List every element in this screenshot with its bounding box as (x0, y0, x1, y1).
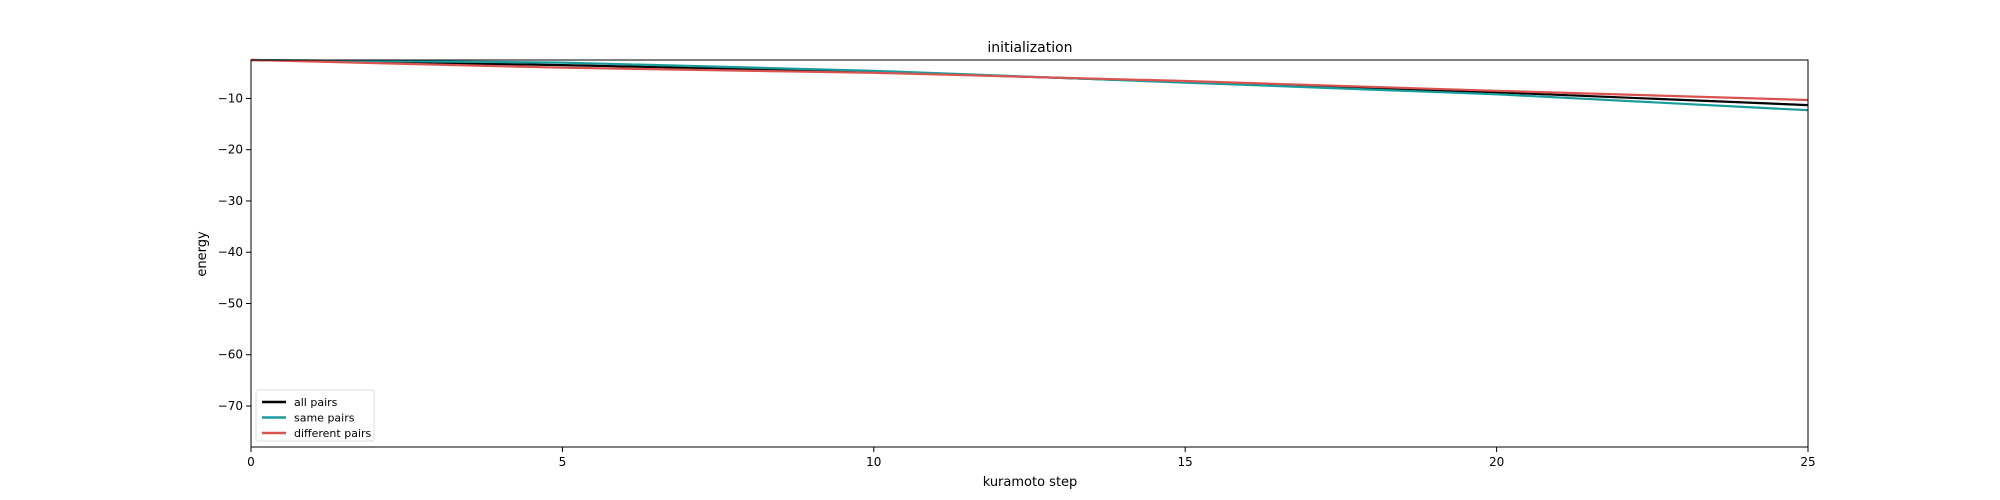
x-tick-label: 15 (1178, 455, 1193, 469)
y-tick-label: −60 (218, 348, 243, 362)
legend-label: same pairs (294, 412, 355, 425)
x-tick-label: 20 (1489, 455, 1504, 469)
x-tick-label: 25 (1800, 455, 1815, 469)
y-axis-label: energy (195, 231, 210, 277)
x-tick-label: 10 (866, 455, 881, 469)
x-tick-label: 5 (559, 455, 567, 469)
legend-label: different pairs (294, 427, 372, 440)
x-axis-label: kuramoto step (983, 475, 1078, 490)
series-line-different-pairs (250, 58, 1809, 102)
x-axis-ticks: 0 5 10 15 20 25 (247, 447, 1816, 469)
y-tick-label: −70 (218, 399, 243, 413)
plot-frame (250, 59, 1809, 448)
y-tick-label: −20 (218, 143, 243, 157)
y-tick-label: −10 (218, 91, 243, 105)
y-tick-label: −50 (218, 296, 243, 310)
chart-title: initialization (987, 40, 1072, 56)
series-layer (250, 58, 1809, 112)
legend: all pairs same pairs different pairs (255, 389, 375, 442)
y-tick-label: −30 (218, 194, 243, 208)
y-tick-label: −40 (218, 245, 243, 259)
x-tick-label: 0 (247, 455, 255, 469)
y-axis-ticks: −10 −20 −30 −40 −50 −60 −70 (218, 91, 251, 413)
series-line-same-pairs (250, 58, 1809, 112)
legend-label: all pairs (294, 396, 338, 409)
